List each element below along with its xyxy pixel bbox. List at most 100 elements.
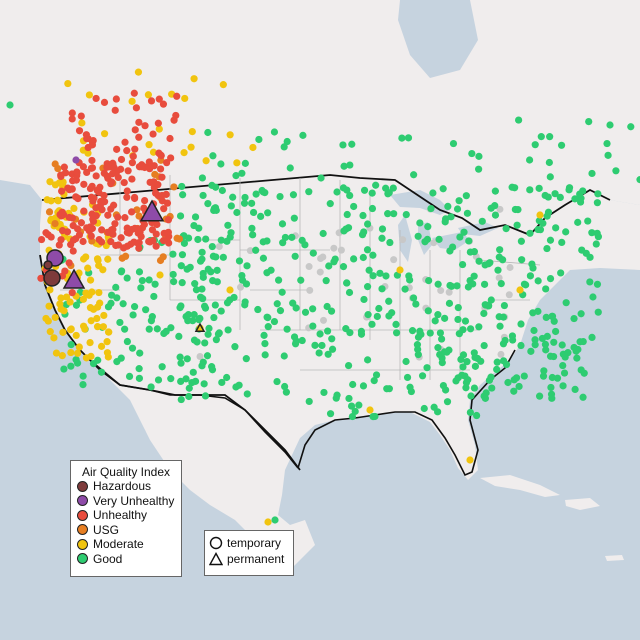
station-marker bbox=[95, 236, 103, 244]
station-marker bbox=[543, 212, 551, 220]
station-marker bbox=[119, 300, 127, 308]
station-marker bbox=[69, 236, 78, 244]
station-marker bbox=[540, 367, 548, 375]
station-marker bbox=[209, 252, 217, 260]
station-marker bbox=[226, 131, 234, 139]
station-marker bbox=[355, 401, 363, 409]
station-marker bbox=[137, 284, 145, 292]
unhealthy-swatch bbox=[77, 509, 88, 521]
station-marker bbox=[558, 238, 566, 247]
station-marker bbox=[496, 322, 504, 330]
station-marker bbox=[196, 257, 205, 265]
station-marker bbox=[515, 382, 523, 391]
station-marker bbox=[501, 336, 509, 345]
station-marker bbox=[248, 199, 256, 207]
station-marker bbox=[457, 355, 465, 363]
station-marker bbox=[270, 317, 279, 326]
station-marker bbox=[135, 365, 143, 373]
station-marker bbox=[87, 352, 95, 360]
station-marker bbox=[482, 389, 490, 397]
station-marker bbox=[257, 212, 265, 221]
station-marker bbox=[360, 295, 368, 304]
station-marker bbox=[100, 98, 109, 107]
station-marker bbox=[107, 205, 115, 213]
station-marker bbox=[149, 148, 158, 156]
station-marker bbox=[186, 263, 194, 271]
station-marker bbox=[261, 340, 269, 348]
station-marker bbox=[333, 188, 341, 196]
station-marker bbox=[531, 341, 539, 349]
station-marker bbox=[364, 311, 372, 319]
station-marker bbox=[241, 193, 249, 202]
station-marker bbox=[214, 330, 222, 338]
station-marker bbox=[495, 274, 503, 282]
station-marker bbox=[445, 288, 453, 296]
station-marker bbox=[418, 372, 427, 380]
station-marker bbox=[536, 211, 544, 219]
station-marker bbox=[383, 385, 391, 393]
station-marker bbox=[506, 263, 514, 271]
station-marker bbox=[316, 330, 324, 338]
station-marker bbox=[184, 234, 193, 242]
station-marker bbox=[202, 157, 210, 165]
station-marker bbox=[195, 224, 203, 232]
station-marker bbox=[571, 385, 579, 393]
station-marker bbox=[324, 350, 332, 358]
station-marker bbox=[345, 288, 354, 297]
station-marker bbox=[526, 186, 534, 194]
station-marker bbox=[559, 382, 567, 390]
station-marker bbox=[423, 364, 431, 372]
station-marker bbox=[212, 183, 220, 191]
station-marker bbox=[270, 128, 279, 136]
station-marker bbox=[158, 363, 166, 371]
station-marker bbox=[542, 313, 550, 321]
station-marker bbox=[58, 187, 66, 195]
station-marker bbox=[414, 345, 422, 353]
station-marker bbox=[154, 119, 162, 127]
station-marker bbox=[64, 79, 72, 88]
station-marker bbox=[429, 189, 437, 197]
station-marker bbox=[325, 262, 333, 270]
station-marker bbox=[319, 229, 327, 238]
station-marker bbox=[128, 175, 136, 183]
station-marker bbox=[339, 141, 347, 149]
station-marker bbox=[562, 299, 570, 307]
station-marker bbox=[359, 253, 367, 262]
legend-title: Air Quality Index bbox=[81, 465, 171, 479]
station-marker bbox=[75, 127, 84, 135]
station-marker bbox=[385, 297, 393, 305]
station-marker bbox=[224, 221, 232, 229]
station-marker bbox=[141, 196, 149, 205]
station-marker bbox=[58, 208, 66, 216]
station-marker bbox=[233, 208, 241, 217]
station-marker bbox=[224, 326, 232, 334]
station-marker bbox=[57, 172, 65, 181]
station-marker bbox=[332, 394, 340, 402]
station-marker bbox=[573, 354, 581, 362]
station-marker bbox=[311, 341, 319, 349]
station-marker bbox=[43, 196, 51, 204]
station-marker bbox=[79, 381, 87, 389]
station-marker bbox=[398, 134, 406, 142]
station-marker bbox=[100, 130, 109, 138]
station-marker bbox=[326, 200, 334, 208]
station-marker bbox=[177, 262, 185, 270]
station-marker bbox=[128, 97, 136, 105]
station-marker bbox=[546, 133, 554, 141]
station-marker bbox=[388, 309, 396, 317]
station-marker bbox=[562, 228, 570, 236]
station-marker bbox=[235, 381, 243, 389]
station-marker bbox=[427, 204, 435, 213]
station-marker bbox=[60, 365, 68, 373]
station-marker bbox=[301, 241, 309, 249]
station-marker bbox=[283, 325, 291, 333]
station-marker bbox=[176, 304, 184, 312]
station-marker bbox=[593, 280, 602, 288]
station-marker bbox=[592, 240, 600, 248]
station-marker bbox=[158, 191, 166, 200]
station-marker bbox=[467, 392, 475, 400]
station-marker bbox=[191, 280, 199, 288]
station-marker bbox=[93, 314, 101, 323]
station-marker bbox=[392, 320, 400, 329]
station-marker bbox=[586, 253, 594, 261]
